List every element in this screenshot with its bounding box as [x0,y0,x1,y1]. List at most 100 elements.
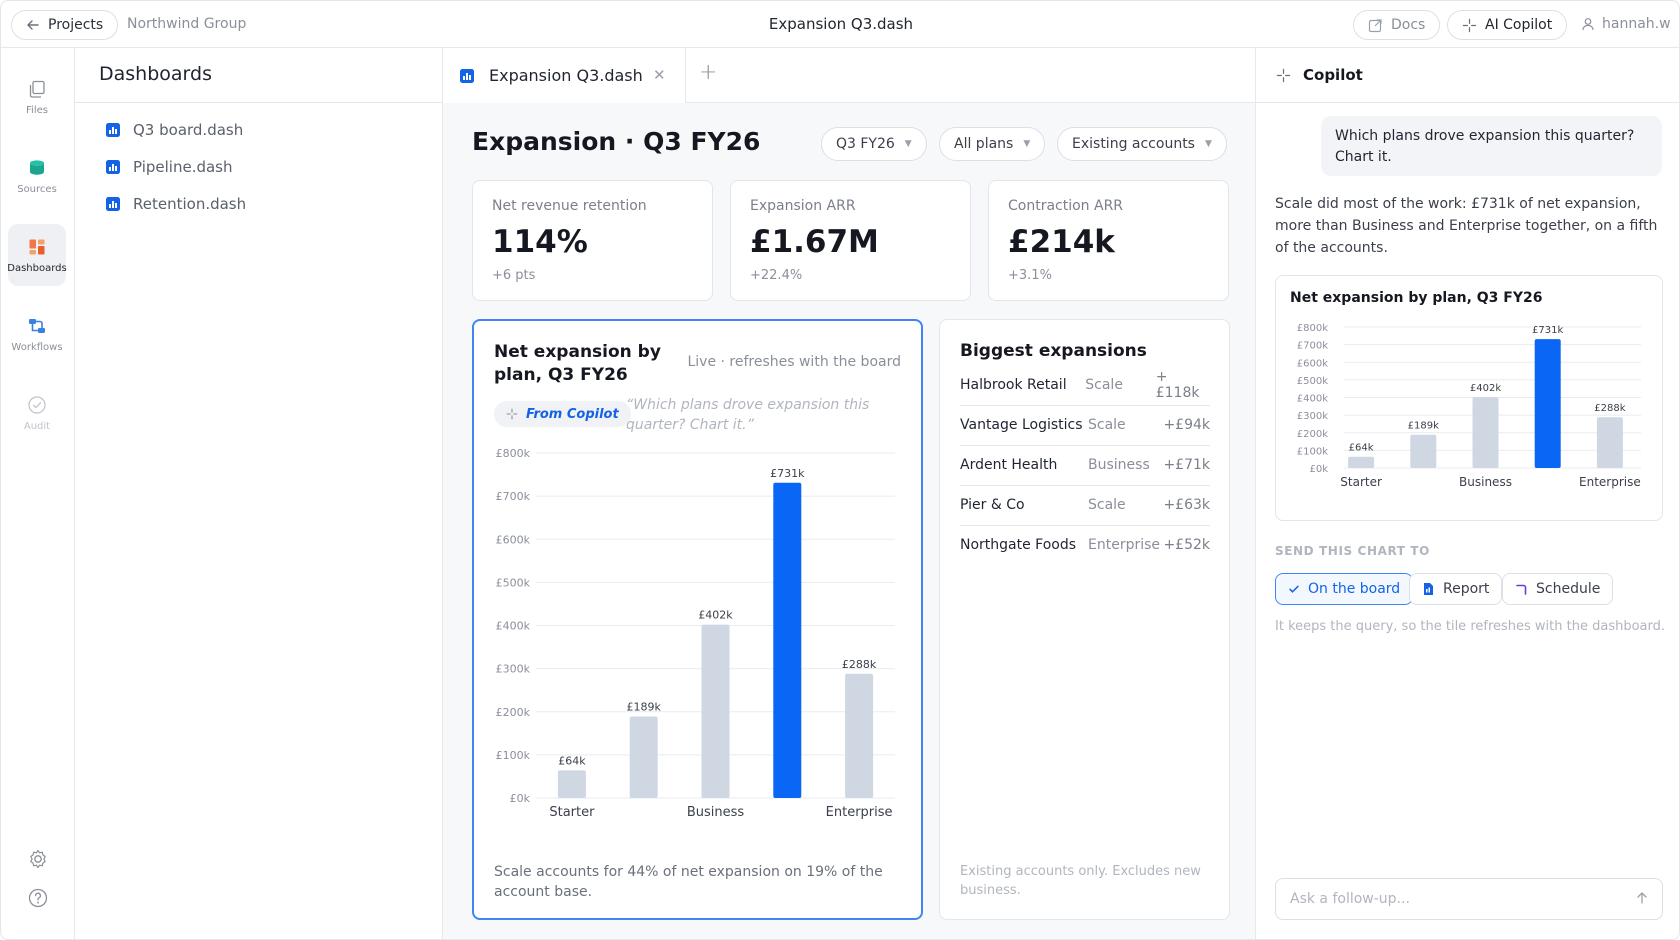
biggest-expansions-card: Biggest expansions Halbrook Retail Scale… [939,319,1230,920]
workflow-icon [27,316,47,336]
kpi-card-expansion-arr[interactable]: Expansion ARR £1.67M +22.4% [730,180,971,301]
y-tick-label: £400k [496,620,531,633]
page-title: Expansion · Q3 FY26 [472,127,761,156]
add-tab-button[interactable]: + [699,60,718,85]
dashboard-file-item[interactable]: Q3 board.dash [105,121,243,139]
send-arrow-icon[interactable] [1635,891,1649,905]
list-item[interactable]: Vantage Logistics Scale +£94k [960,404,1210,446]
bar [1348,456,1375,468]
account-value: +£52k [1163,537,1210,553]
action-label: Schedule [1536,581,1601,597]
send-chart-heading: SEND THIS CHART TO [1275,544,1430,558]
rail-label: Audit [23,420,51,432]
account-value: +£94k [1163,416,1210,433]
sparkle-icon [506,408,518,420]
send-to-schedule-button[interactable]: Schedule [1502,573,1614,605]
bar [1472,397,1499,468]
send-to-board-button[interactable]: On the board [1275,573,1414,605]
filter-accounts[interactable]: Existing accounts ▼ [1057,127,1227,161]
bar-value-label: £189k [1408,421,1439,432]
back-to-projects-button[interactable]: Projects [11,10,119,40]
assistant-answer: Scale did most of the work: £731k of net… [1275,196,1658,256]
filter-label: Q3 FY26 [836,136,895,152]
rail-item-sources[interactable]: Sources [8,145,66,207]
bar-chart-file-icon [105,122,121,138]
account-plan: Scale [1088,496,1126,513]
dashboard-icon [27,237,47,257]
from-copilot-badge: From Copilot [494,401,631,427]
account-plan: Enterprise [1088,537,1161,553]
tab-expansion-q3[interactable]: Expansion Q3.dash ✕ [443,48,686,103]
gear-icon[interactable] [27,848,49,870]
send-chart-note: It keeps the query, so the tile refreshe… [1275,619,1666,634]
follow-up-input[interactable] [1275,878,1663,920]
help-icon[interactable] [27,887,49,909]
sparkle-icon [1462,18,1477,33]
docs-button[interactable]: Docs [1353,10,1441,40]
kpi-delta: +6 pts [492,268,536,283]
bar-chart-file-icon [459,68,475,84]
send-to-report-button[interactable]: Report [1409,573,1503,605]
action-label: Report [1443,581,1490,597]
dashboard-file-item[interactable]: Pipeline.dash [105,158,233,176]
external-link-icon [1368,18,1383,33]
live-status: Live · refreshes with the board [687,354,901,370]
x-category-label: Enterprise [1579,475,1641,489]
y-tick-label: £100k [1297,446,1328,457]
filter-label: All plans [954,136,1014,152]
filter-quarter[interactable]: Q3 FY26 ▼ [821,127,927,161]
bar-value-label: £402k [1470,383,1501,394]
copilot-title: Copilot [1303,66,1363,84]
list-item[interactable]: Ardent Health Business +£71k [960,444,1210,486]
rail-label: Sources [17,183,57,195]
y-tick-label: £500k [496,576,531,589]
dashboard-file-item[interactable]: Retention.dash [105,195,246,213]
back-label: Projects [48,17,104,33]
rail-item-workflows[interactable]: Workflows [8,303,66,365]
list-item[interactable]: Halbrook Retail Scale +£118k [960,364,1210,406]
account-name: Ardent Health [960,456,1058,473]
close-icon[interactable]: ✕ [653,66,666,84]
bar-value-label: £64k [558,754,586,767]
chevron-down-icon: ▼ [1023,139,1031,149]
x-category-label: Business [1459,475,1512,489]
filter-label: Existing accounts [1072,136,1195,152]
tab-label: Expansion Q3.dash [489,66,643,85]
list-item[interactable]: Pier & Co Scale +£63k [960,484,1210,526]
account-plan: Scale [1088,416,1126,433]
bar-value-label: £288k [1594,403,1625,414]
source-prompt-quote: “Which plans drove expansion this quarte… [626,397,870,433]
user-name: hannah.w [1602,16,1671,32]
dashboards-panel: Dashboards Q3 board.dash Pipeline.dash R… [75,48,443,939]
rail-item-dashboards[interactable]: Dashboards [7,224,67,286]
y-tick-label: £0k [1309,464,1328,475]
chart-tile-net-expansion[interactable]: Net expansion by plan, Q3 FY26 Live · re… [472,319,923,920]
breadcrumb-org[interactable]: Northwind Group [127,16,247,32]
bar-value-label: £189k [627,700,662,713]
x-category-label: Starter [1340,475,1382,489]
rail-item-files[interactable]: Files [8,66,66,128]
user-menu[interactable]: hannah.w [1581,16,1671,32]
y-tick-label: £300k [496,663,531,676]
y-tick-label: £400k [1297,394,1328,405]
bar-chart-file-icon [105,196,121,212]
kpi-card-contraction-arr[interactable]: Contraction ARR £214k +3.1% [988,180,1229,301]
chart-tile-title: Net expansion by plan, Q3 FY26 [494,342,661,385]
dashboards-panel-header: Dashboards [75,48,443,103]
kpi-card-nrr[interactable]: Net revenue retention 114% +6 pts [472,180,713,301]
ai-copilot-button[interactable]: AI Copilot [1447,10,1568,40]
rail-item-audit[interactable]: Audit [8,382,66,444]
kpi-label: Expansion ARR [750,198,856,214]
rail-label: Files [26,104,48,116]
list-item[interactable]: Northgate Foods Enterprise +£52k [960,524,1210,566]
bar-value-label: £64k [1349,443,1374,454]
y-tick-label: £300k [1297,411,1328,422]
left-rail: Files Sources Dashboards Workflows Audit [1,48,75,939]
dashboard-file-name: Pipeline.dash [133,158,233,176]
bar [1596,417,1623,468]
copilot-chart-preview[interactable]: Net expansion by plan, Q3 FY26 £0k £100k £… [1275,275,1663,521]
y-tick-label: £200k [1297,429,1328,440]
filter-plans[interactable]: All plans ▼ [939,127,1046,161]
kpi-label: Net revenue retention [492,198,647,214]
